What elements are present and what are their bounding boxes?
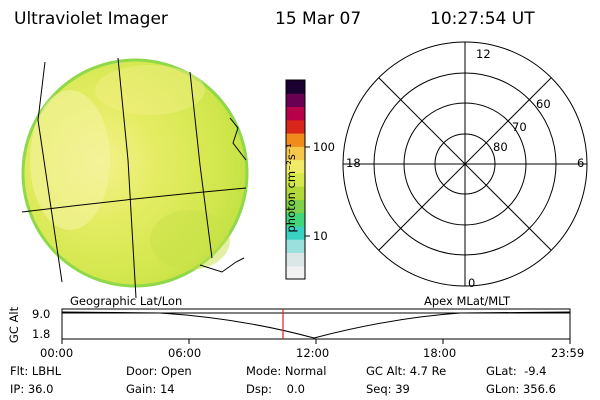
colorbar-band bbox=[286, 159, 305, 174]
colorbar-band bbox=[286, 133, 305, 147]
x-tick-0000: 00:00 bbox=[40, 346, 74, 360]
y-tick-1-8: 1.8 bbox=[32, 327, 51, 341]
mlt-label-6: 6 bbox=[577, 156, 585, 170]
x-tick-2359: 23:59 bbox=[551, 346, 585, 360]
status-gain: Gain: 14 bbox=[126, 382, 175, 396]
colorbar-band bbox=[286, 186, 305, 200]
apex-label: Apex MLat/MLT bbox=[424, 294, 511, 308]
colorbar-band bbox=[286, 225, 305, 240]
colorbar-band bbox=[286, 239, 305, 253]
mlat-label-60: 60 bbox=[536, 97, 551, 111]
colorbar-unit-label: photon cm⁻²s⁻¹ bbox=[284, 143, 298, 233]
timeline-y-label: GC Alt bbox=[7, 306, 22, 344]
status-flt: Flt: LBHL bbox=[10, 364, 62, 378]
x-tick-1800: 18:00 bbox=[423, 346, 457, 360]
colorbar-tick-100: 100 bbox=[313, 140, 335, 154]
timeline-plot bbox=[61, 308, 571, 344]
instrument-title: Ultraviolet Imager bbox=[14, 9, 168, 29]
uv-image-disk bbox=[21, 57, 249, 299]
status-mode: Mode: Normal bbox=[246, 364, 327, 378]
mlat-label-70: 70 bbox=[512, 120, 527, 134]
mlt-label-0: 0 bbox=[468, 276, 476, 290]
colorbar bbox=[286, 80, 305, 280]
geo-label: Geographic Lat/Lon bbox=[70, 294, 183, 308]
colorbar-tick-10: 10 bbox=[313, 229, 328, 243]
colorbar-band bbox=[286, 119, 305, 134]
date-label: 15 Mar 07 bbox=[275, 9, 362, 29]
time-label: 10:27:54 UT bbox=[430, 9, 535, 29]
status-seq: Seq: 39 bbox=[366, 382, 410, 396]
geo-grid bbox=[21, 57, 247, 299]
mlt-label-12: 12 bbox=[476, 47, 491, 61]
colorbar-band bbox=[286, 212, 305, 227]
status-glon: GLon: 356.6 bbox=[486, 382, 556, 396]
colorbar-band bbox=[286, 199, 305, 214]
colorbar-band bbox=[286, 106, 305, 121]
colorbar-band bbox=[286, 80, 305, 94]
status-gc-alt: GC Alt: 4.7 Re bbox=[366, 364, 447, 378]
colorbar-band bbox=[286, 93, 305, 108]
colorbar-band bbox=[286, 172, 305, 187]
status-ip: IP: 36.0 bbox=[10, 382, 54, 396]
polar-grid bbox=[342, 41, 588, 287]
colorbar-band bbox=[286, 265, 305, 280]
status-dsp: Dsp: 0.0 bbox=[246, 382, 305, 396]
colorbar-band bbox=[286, 146, 305, 161]
y-tick-9: 9.0 bbox=[32, 307, 51, 321]
mlt-label-18: 18 bbox=[346, 156, 361, 170]
status-door: Door: Open bbox=[126, 364, 192, 378]
x-tick-0600: 06:00 bbox=[168, 346, 202, 360]
colorbar-band bbox=[286, 252, 305, 267]
status-glat: GLat: -9.4 bbox=[486, 364, 547, 378]
mlat-label-80: 80 bbox=[493, 140, 508, 154]
x-tick-1200: 12:00 bbox=[296, 346, 330, 360]
